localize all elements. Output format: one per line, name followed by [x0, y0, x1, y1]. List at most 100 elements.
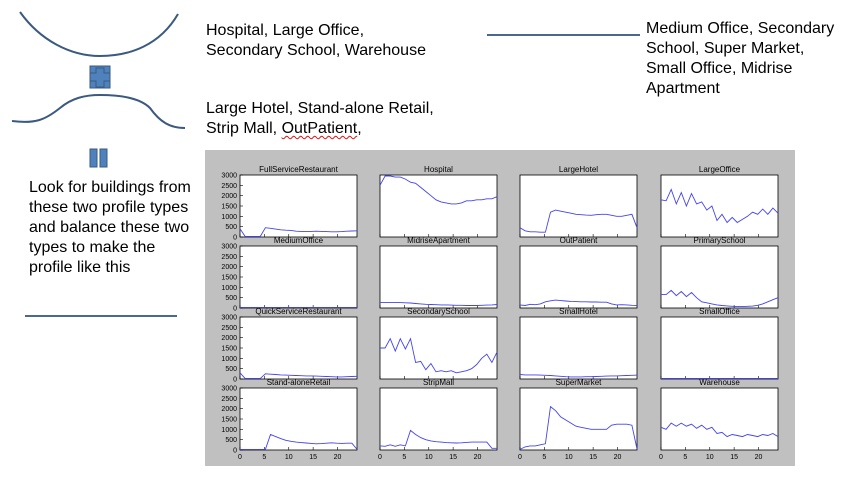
y-tick-label-0-1: 500	[225, 224, 237, 231]
panel-title-13: StripMall	[423, 378, 454, 387]
plus-icon-shape	[89, 67, 111, 88]
flat-profile-line	[487, 34, 640, 36]
series-line-14	[519, 405, 638, 450]
x-tick-label-15-4: 20	[755, 454, 763, 461]
y-tick-label-4-4: 2000	[221, 264, 237, 271]
plot-area-12	[239, 387, 358, 451]
y-tick-label-0-4: 2000	[221, 193, 237, 200]
panel-title-2: LargeHotel	[559, 165, 598, 174]
x-tick-label-12-4: 20	[334, 454, 342, 461]
x-tick-label-14-2: 10	[565, 454, 573, 461]
plot-area-14	[519, 387, 638, 451]
plot-area-15	[660, 387, 779, 451]
group-b-line1: Large Hotel, Stand-alone Retail,	[206, 100, 434, 117]
plot-area-1	[379, 174, 498, 238]
plot-area-3	[660, 174, 779, 238]
x-tick-label-15-0: 0	[659, 454, 663, 461]
panel-title-6: OutPatient	[560, 236, 599, 245]
y-tick-label-8-1: 500	[225, 366, 237, 373]
panel-title-9: SecondarySchool	[407, 307, 470, 316]
series-line-8	[239, 372, 358, 379]
series-line-12	[240, 433, 358, 450]
y-tick-label-8-6: 3000	[221, 315, 237, 322]
plot-area-8	[239, 316, 358, 380]
plot-area-10	[519, 316, 638, 380]
plot-area-13	[379, 387, 498, 451]
y-tick-label-12-0: 0	[233, 448, 237, 455]
panel-title-1: Hospital	[424, 165, 453, 174]
y-tick-label-4-1: 500	[225, 295, 237, 302]
panel-title-5: MidriseApartment	[407, 236, 470, 245]
x-tick-label-15-1: 5	[683, 454, 687, 461]
y-tick-label-8-3: 1500	[221, 346, 237, 353]
y-tick-label-4-2: 1000	[221, 285, 237, 292]
panel-title-0: FullServiceRestaurant	[259, 165, 338, 174]
group-b-label: Large Hotel, Stand-alone Retail, Strip M…	[206, 99, 466, 139]
panel-title-4: MediumOffice	[274, 236, 324, 245]
x-tick-label-14-4: 20	[614, 454, 622, 461]
panel-title-3: LargeOffice	[699, 165, 741, 174]
y-tick-label-12-6: 3000	[221, 386, 237, 393]
x-tick-label-12-2: 10	[285, 454, 293, 461]
x-tick-label-13-2: 10	[425, 454, 433, 461]
y-tick-label-0-3: 1500	[221, 204, 237, 211]
group-a-label: Hospital, Large Office, Secondary School…	[206, 22, 426, 59]
y-tick-label-8-0: 0	[233, 377, 237, 384]
panel-title-10: SmallHotel	[559, 307, 598, 316]
y-tick-label-12-2: 1000	[221, 427, 237, 434]
group-b-line2a: Strip Mall,	[206, 120, 282, 137]
x-tick-label-12-0: 0	[238, 454, 242, 461]
y-tick-label-12-3: 1500	[221, 417, 237, 424]
y-tick-label-0-2: 1000	[221, 214, 237, 221]
group-b-line2b: OutPatient	[281, 120, 358, 137]
panel-title-12: Stand-aloneRetail	[267, 378, 331, 387]
x-tick-label-14-3: 15	[589, 454, 597, 461]
divider-line	[25, 315, 177, 317]
series-line-3	[660, 188, 779, 224]
y-tick-label-4-5: 2500	[221, 254, 237, 261]
x-tick-label-15-3: 15	[730, 454, 738, 461]
panel-title-11: SmallOffice	[699, 307, 740, 316]
group-c-label: Medium Office, Secondary School, Super M…	[646, 20, 835, 97]
y-tick-label-4-3: 1500	[221, 275, 237, 282]
series-line-15	[660, 422, 779, 438]
panel-title-7: PrimarySchool	[693, 236, 745, 245]
small-multiples-chart: FullServiceRestaurant0500100015002000250…	[221, 165, 779, 461]
y-tick-label-4-0: 0	[233, 306, 237, 313]
x-tick-label-14-1: 5	[542, 454, 546, 461]
group-b-line2c: ,	[357, 120, 362, 137]
bump-shaped-curve	[11, 93, 186, 129]
instruction-text: Look for buildings from these two profil…	[29, 179, 191, 276]
y-tick-label-0-6: 3000	[221, 173, 237, 180]
series-line-1	[379, 175, 498, 205]
x-tick-label-13-3: 15	[449, 454, 457, 461]
x-tick-label-13-1: 5	[402, 454, 406, 461]
series-line-5	[380, 301, 498, 306]
series-line-7	[661, 289, 779, 308]
y-tick-label-8-2: 1000	[221, 356, 237, 363]
equals-icon	[89, 148, 108, 168]
y-tick-label-12-5: 2500	[221, 396, 237, 403]
y-tick-label-4-6: 3000	[221, 244, 237, 251]
x-tick-label-13-4: 20	[474, 454, 482, 461]
plot-area-5	[379, 245, 498, 309]
y-tick-label-8-4: 2000	[221, 335, 237, 342]
series-line-13	[379, 429, 497, 449]
plot-area-7	[660, 245, 779, 309]
u-shaped-curve	[19, 11, 179, 58]
plot-area-11	[660, 316, 779, 380]
y-tick-label-8-5: 2500	[221, 325, 237, 332]
x-tick-label-13-0: 0	[378, 454, 382, 461]
series-line-10	[519, 374, 638, 378]
plot-area-2	[519, 174, 638, 238]
plot-area-6	[519, 245, 638, 309]
plot-area-0	[239, 174, 358, 238]
series-line-2	[519, 209, 638, 233]
plot-area-4	[239, 245, 358, 309]
series-line-6	[519, 299, 638, 306]
x-tick-label-12-1: 5	[262, 454, 266, 461]
series-line-9	[380, 337, 498, 374]
plot-area-9	[379, 316, 498, 380]
y-tick-label-0-0: 0	[233, 235, 237, 242]
